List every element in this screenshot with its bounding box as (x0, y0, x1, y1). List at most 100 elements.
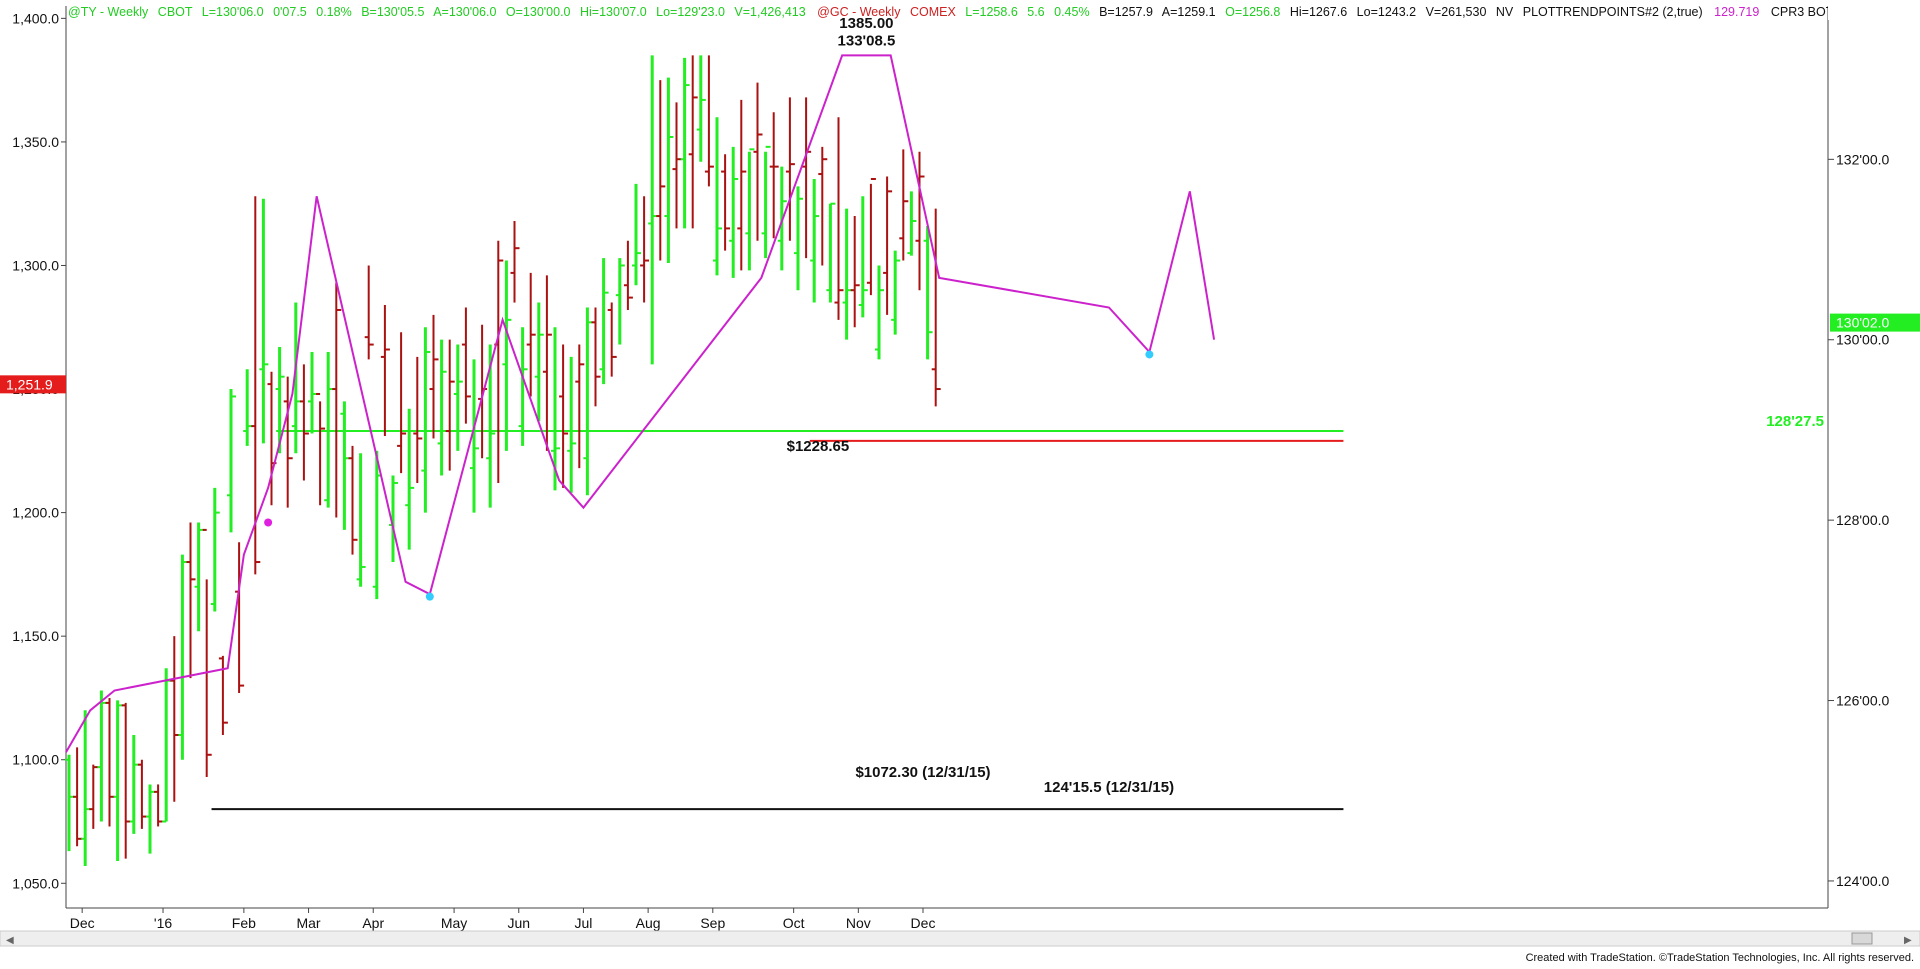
indicator-name: PLOTTRENDPOINTS#2 (2,true) (1523, 5, 1703, 19)
price-bar (696, 55, 706, 162)
price-bar (761, 145, 771, 259)
price-bar (737, 99, 747, 271)
price-bar (745, 148, 755, 271)
trend-marker (264, 518, 273, 527)
price-bar (227, 389, 236, 533)
ty-change: 0'07.5 (273, 5, 307, 19)
price-bar (729, 146, 739, 278)
ty-bid: B=130'05.5 (361, 5, 424, 19)
gc-symbol: @GC - Weekly (817, 5, 901, 19)
price-bar (559, 344, 569, 488)
price-bar (623, 240, 633, 310)
right-tick-label: 130'00.0 (1836, 332, 1889, 348)
ty-low: Lo=129'23.0 (656, 5, 725, 19)
cpr-label: CPR3 BOT (1771, 5, 1834, 19)
header-legend: @TY - Weekly CBOT L=130'06.0 0'07.5 0.18… (68, 5, 1834, 19)
price-bar (931, 208, 941, 407)
gc-volume: V=261,530 (1426, 5, 1487, 19)
price-bar (883, 176, 893, 315)
x-axis: Dec '16 Feb Mar Apr May Jun Jul Aug Sep Oct Nov Dec (70, 908, 935, 931)
price-bar (348, 445, 358, 555)
ty-pct: 0.18% (316, 5, 351, 19)
price-bar (907, 191, 917, 256)
price-bar (380, 305, 390, 436)
price-bar (210, 487, 220, 612)
price-bar (283, 376, 293, 508)
month-label: Dec (70, 915, 95, 931)
left-last-price-box (0, 375, 66, 394)
price-bar (834, 117, 844, 320)
price-bar (518, 327, 528, 446)
price-bar (818, 146, 828, 266)
price-bar (721, 154, 731, 251)
price-bar (891, 250, 901, 335)
ty-volume: V=1,426,413 (734, 5, 805, 19)
left-last-price-label: 1,251.9 (6, 376, 53, 392)
ty-high: Hi=130'07.0 (580, 5, 647, 19)
price-bar (486, 344, 496, 508)
price-bar (915, 151, 925, 291)
gc-high: Hi=1267.6 (1290, 5, 1347, 19)
scroll-left-icon[interactable]: ◀ (6, 935, 14, 946)
price-bar (866, 177, 876, 296)
scroll-right-icon[interactable]: ▶ (1904, 935, 1912, 946)
month-label: May (441, 915, 467, 931)
month-label: Nov (846, 915, 871, 931)
right-axis: 124'00.0 126'00.0 128'00.0 130'00.0 132'00.0 (1828, 151, 1889, 889)
price-bar (794, 186, 803, 291)
price-bar (275, 347, 285, 454)
annotation-label: $1228.65 (787, 438, 850, 455)
trend-markers (264, 350, 1154, 601)
price-bar (875, 265, 884, 360)
price-bar (591, 307, 601, 407)
reference-lines: 128'27.5 (211, 413, 1824, 811)
trend-marker (1145, 350, 1154, 359)
month-label: Mar (296, 915, 320, 931)
price-bar (551, 327, 560, 491)
price-bar (429, 314, 439, 439)
price-bar (567, 356, 577, 493)
gc-exchange: COMEX (910, 5, 957, 19)
month-label: '16 (154, 915, 172, 931)
price-bars (65, 55, 941, 866)
ty-symbol: @TY - Weekly (68, 5, 149, 19)
price-bar (356, 453, 366, 587)
horizontal-line-label: 128'27.5 (1766, 413, 1824, 430)
price-bar (899, 149, 909, 261)
price-bar (615, 258, 625, 345)
ty-exchange: CBOT (158, 5, 193, 19)
price-bar (810, 178, 820, 303)
price-bar (186, 522, 196, 679)
left-tick-label: 1,300.0 (12, 257, 59, 273)
month-label: Jul (574, 915, 592, 931)
right-tick-label: 132'00.0 (1836, 151, 1889, 167)
horizontal-scrollbar[interactable] (0, 930, 1920, 947)
right-tick-label: 124'00.0 (1836, 873, 1889, 889)
price-bar (445, 339, 455, 471)
price-bar (923, 225, 933, 360)
right-last-price-box (1830, 313, 1920, 332)
price-bar (461, 307, 471, 424)
footer-credit: Created with TradeStation. ©TradeStation… (1526, 952, 1914, 964)
price-bar (316, 392, 326, 506)
price-bar (437, 339, 447, 476)
left-tick-label: 1,350.0 (12, 134, 59, 150)
ty-open: O=130'00.0 (506, 5, 571, 19)
gc-bid: B=1257.9 (1099, 5, 1153, 19)
scrollbar-thumb[interactable] (1851, 932, 1873, 945)
price-bar (413, 356, 423, 483)
price-bar (688, 55, 698, 229)
price-bar (202, 528, 212, 778)
price-bar (251, 196, 261, 575)
price-bar (299, 364, 309, 481)
price-bar (421, 327, 431, 513)
right-tick-label: 128'00.0 (1836, 512, 1889, 528)
ty-last: L=130'06.0 (202, 5, 264, 19)
ty-ask: A=130'06.0 (433, 5, 496, 19)
price-bar (259, 198, 269, 444)
price-bar (453, 344, 463, 451)
price-bar (826, 202, 836, 303)
